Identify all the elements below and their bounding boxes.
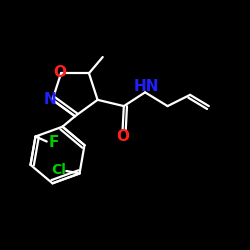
Text: Cl: Cl	[51, 163, 66, 177]
Text: N: N	[44, 92, 57, 107]
Text: O: O	[116, 128, 129, 144]
Text: HN: HN	[134, 78, 159, 94]
Text: F: F	[48, 135, 59, 150]
Text: O: O	[53, 64, 66, 80]
